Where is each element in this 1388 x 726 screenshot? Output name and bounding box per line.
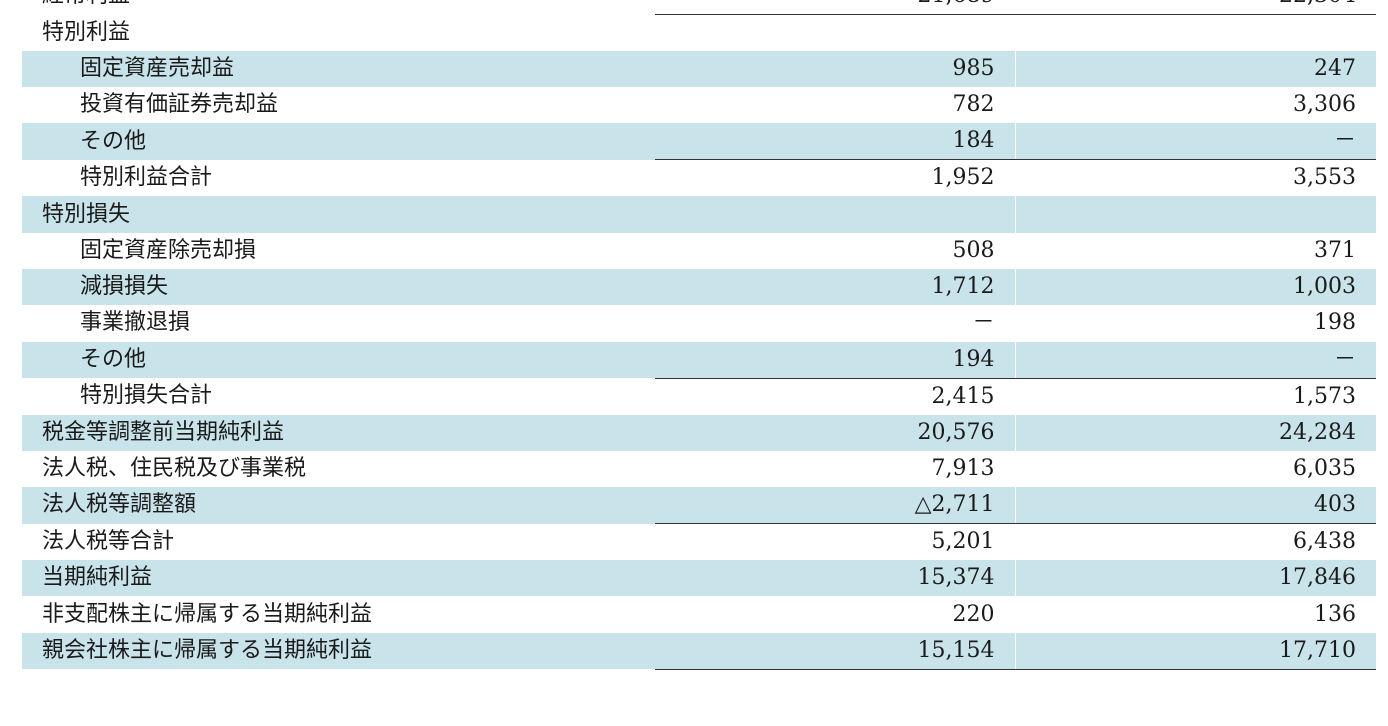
row-label: 投資有価証券売却益 <box>80 92 279 118</box>
row-label: 特別利益合計 <box>80 165 213 191</box>
table-row: その他 194 － <box>22 341 1376 379</box>
table-row: 特別損失合計 2,415 1,573 <box>22 378 1376 415</box>
prior-year-value: 7,913 <box>655 450 1016 488</box>
prior-year-value: 1,712 <box>655 268 1016 306</box>
current-year-value: 1,573 <box>1293 383 1356 409</box>
current-year-value: 24,284 <box>1015 414 1376 451</box>
current-year-value: 3,306 <box>1293 92 1356 118</box>
row-label: 固定資産除売却損 <box>80 237 257 263</box>
prior-year-value: 15,374 <box>655 560 1016 597</box>
current-year-value: － <box>1015 123 1376 161</box>
prior-year-value: 194 <box>655 341 1016 379</box>
prior-year-value: 5,201 <box>655 523 1016 561</box>
current-year-value: － <box>1015 341 1376 379</box>
table-row: 減損損失 1,712 1,003 <box>22 268 1376 306</box>
row-label: 特別損失合計 <box>80 383 213 409</box>
row-label: 特別利益 <box>42 19 131 45</box>
row-label: その他 <box>22 341 655 379</box>
prior-year-value: 782 <box>655 87 1016 124</box>
table-row: 非支配株主に帰属する当期純利益 220 136 <box>22 596 1376 633</box>
table-row: 投資有価証券売却益 782 3,306 <box>22 87 1376 124</box>
table-row: 法人税、住民税及び事業税 7,913 6,035 <box>22 450 1376 488</box>
current-year-value: 3,553 <box>1293 165 1356 191</box>
prior-year-value: 508 <box>655 232 1016 269</box>
prior-year-value: 220 <box>655 596 1016 633</box>
row-label: 法人税、住民税及び事業税 <box>42 456 307 482</box>
row-label: 法人税等合計 <box>42 528 175 554</box>
prior-year-value <box>655 196 1016 233</box>
row-label: 固定資産売却益 <box>22 50 655 88</box>
table-row: 経常利益21,68922,304 <box>22 0 1376 15</box>
current-year-value: 247 <box>1015 50 1376 88</box>
row-label: 非支配株主に帰属する当期純利益 <box>42 601 373 627</box>
income-statement-body: 経常利益21,68922,304特別利益固定資産売却益985247投資有価証券売… <box>22 0 1376 670</box>
prior-year-value <box>655 14 1016 51</box>
current-year-value: 198 <box>1314 310 1356 336</box>
row-label: 親会社株主に帰属する当期純利益 <box>22 632 655 670</box>
current-year-value: 17,846 <box>1015 560 1376 597</box>
prior-year-value: － <box>655 305 1016 342</box>
table-row: 特別利益合計 1,952 3,553 <box>22 159 1376 197</box>
table-row: 特別利益 <box>22 14 1376 51</box>
table-row: 親会社株主に帰属する当期純利益 15,154 17,710 <box>22 632 1376 670</box>
prior-year-value: 985 <box>655 50 1016 88</box>
prior-year-value: 21,689 <box>655 0 1016 15</box>
prior-year-value: 1,952 <box>655 159 1016 197</box>
current-year-value: 6,035 <box>1293 456 1356 482</box>
current-year-value: 371 <box>1314 237 1356 263</box>
income-statement-table: 経常利益21,68922,304特別利益固定資産売却益985247投資有価証券売… <box>22 0 1376 670</box>
current-year-value: 136 <box>1314 601 1356 627</box>
prior-year-value: 2,415 <box>655 378 1016 415</box>
current-year-value <box>1015 15 1376 51</box>
table-row: 当期純利益 15,374 17,846 <box>22 560 1376 597</box>
current-year-value: 17,710 <box>1015 632 1376 670</box>
row-label: 経常利益 <box>22 0 655 15</box>
prior-year-value: 184 <box>655 123 1016 161</box>
current-year-value <box>1015 196 1376 233</box>
table-row: 法人税等合計 5,201 6,438 <box>22 523 1376 561</box>
row-label: 事業撤退損 <box>80 310 191 336</box>
current-year-value: 403 <box>1015 487 1376 525</box>
prior-year-value: 20,576 <box>655 414 1016 451</box>
row-label: その他 <box>22 123 655 160</box>
table-row: 固定資産除売却損 508 371 <box>22 232 1376 269</box>
prior-year-value: △2,711 <box>655 487 1016 525</box>
row-label: 特別損失 <box>22 196 655 233</box>
prior-year-value: 15,154 <box>655 632 1016 670</box>
current-year-value: 1,003 <box>1015 268 1376 306</box>
row-label: 法人税等調整額 <box>22 487 655 524</box>
table-row: 固定資産売却益 985 247 <box>22 50 1376 88</box>
table-row: 特別損失 <box>22 196 1376 233</box>
row-label: 当期純利益 <box>22 560 655 597</box>
row-label: 減損損失 <box>22 268 655 306</box>
row-label: 税金等調整前当期純利益 <box>22 414 655 451</box>
table-row: 税金等調整前当期純利益 20,576 24,284 <box>22 414 1376 451</box>
current-year-value: 6,438 <box>1293 529 1356 555</box>
current-year-value: 22,304 <box>1015 0 1376 15</box>
table-row: 法人税等調整額 △2,711 403 <box>22 487 1376 525</box>
table-row: その他 184 － <box>22 123 1376 161</box>
table-row: 事業撤退損 － 198 <box>22 305 1376 342</box>
